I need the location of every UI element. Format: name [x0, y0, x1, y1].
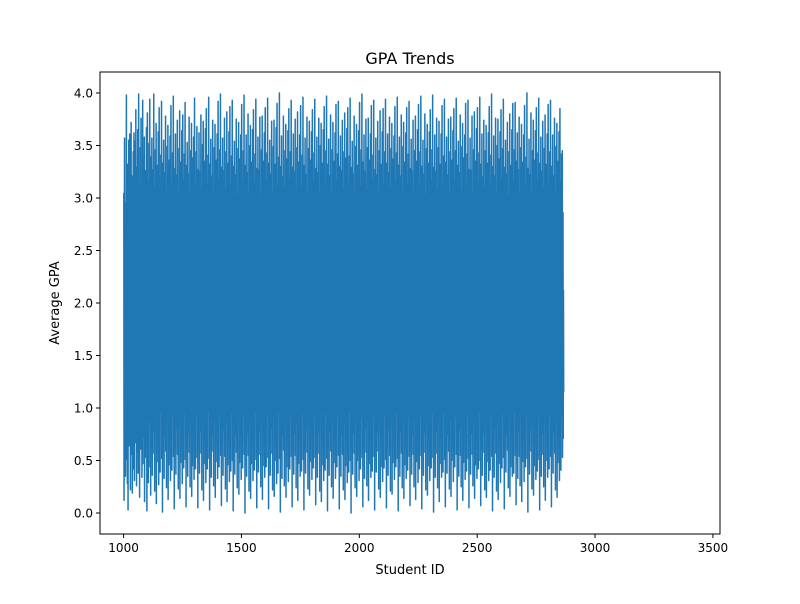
y-axis: 0.0 0.5 1.0 1.5 2.0 2.5 3.0 3.5 4.0: [74, 87, 100, 521]
y-tick-label: 2.5: [74, 244, 93, 258]
y-tick-label: 3.5: [74, 139, 93, 153]
x-tick-label: 3000: [580, 541, 611, 555]
series-line-0: [123, 92, 565, 514]
y-tick-label: 0.5: [74, 454, 93, 468]
axes-frame: [99, 71, 721, 535]
y-tick-label: 2.0: [74, 297, 93, 311]
y-tick-label: 1.5: [74, 349, 93, 363]
x-tick-label: 2500: [462, 541, 493, 555]
y-tick-label: 1.0: [74, 402, 93, 416]
y-tick-label: 4.0: [74, 87, 93, 101]
y-tick-label: 0.0: [74, 507, 93, 521]
x-tick-label: 3500: [698, 541, 729, 555]
chart-title: GPA Trends: [365, 49, 454, 68]
y-axis-label: Average GPA: [48, 261, 63, 345]
x-axis-label: Student ID: [375, 563, 444, 578]
x-tick-label: 2000: [344, 541, 375, 555]
plot-area: [123, 92, 565, 514]
y-tick-label: 3.0: [74, 192, 93, 206]
x-tick-label: 1000: [108, 541, 139, 555]
x-tick-label: 1500: [226, 541, 257, 555]
x-axis: 1000 1500 2000 2500 3000 3500: [108, 534, 728, 555]
